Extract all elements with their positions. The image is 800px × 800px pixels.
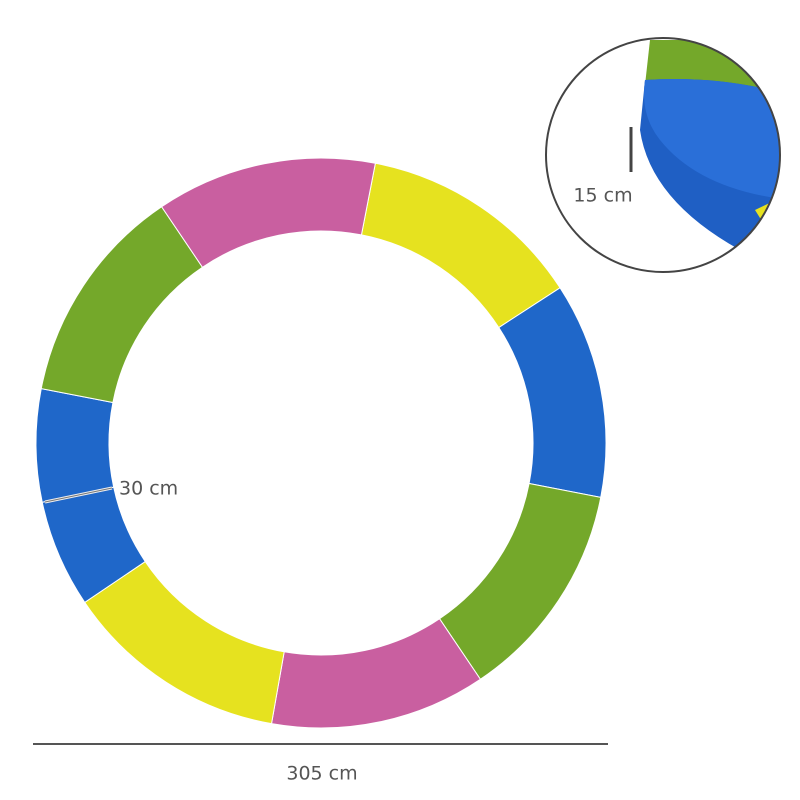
width-marker-edge	[44, 487, 113, 503]
ring-segment	[40, 206, 204, 404]
detail-inset	[546, 38, 780, 272]
padding-ring	[35, 157, 607, 729]
diameter-label: 305 cm	[286, 763, 357, 785]
inset-border	[545, 37, 781, 273]
ring-segment	[270, 618, 482, 729]
inset-top	[644, 79, 780, 200]
ring-segment	[35, 388, 115, 503]
width-label: 30 cm	[119, 478, 178, 500]
ring-segment	[160, 157, 376, 268]
ring-segment	[438, 482, 602, 680]
ring-segment	[360, 162, 561, 329]
ring-segment	[498, 287, 607, 498]
thickness-label: 15 cm	[573, 185, 632, 207]
ring-segment	[84, 560, 285, 725]
